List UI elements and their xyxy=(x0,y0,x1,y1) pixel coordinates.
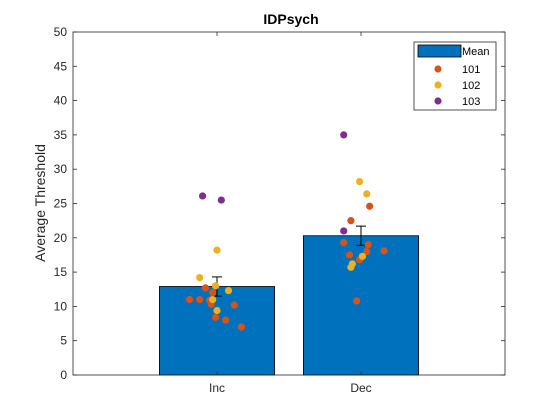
legend-label-101: 101 xyxy=(462,64,480,76)
point-101 xyxy=(230,301,238,309)
point-102 xyxy=(358,252,367,260)
point-101 xyxy=(222,316,230,324)
legend-marker-102 xyxy=(434,81,442,89)
chart-title: IDPsych xyxy=(263,11,318,27)
legend-marker-103 xyxy=(434,97,442,105)
point-101 xyxy=(340,239,348,247)
point-101 xyxy=(209,289,217,297)
series-101 xyxy=(186,202,388,331)
point-101 xyxy=(345,251,354,259)
series-103 xyxy=(199,131,348,235)
legend-label-103: 103 xyxy=(462,96,480,108)
bar-inc xyxy=(158,286,275,376)
y-tick-label: 50 xyxy=(54,25,68,39)
y-tick-label: 40 xyxy=(54,94,68,108)
point-101 xyxy=(201,284,210,292)
point-101 xyxy=(237,323,246,331)
y-axis-label: Average Threshold xyxy=(32,144,48,262)
y-tick-label: 20 xyxy=(54,231,68,245)
legend-marker-101 xyxy=(434,65,442,73)
point-101 xyxy=(347,217,355,225)
point-101 xyxy=(364,241,372,249)
point-101 xyxy=(363,247,371,256)
point-101 xyxy=(380,247,388,255)
point-102 xyxy=(211,282,220,290)
point-102 xyxy=(196,273,204,282)
point-102 xyxy=(363,190,371,198)
y-tick-label: 5 xyxy=(60,334,67,348)
point-102 xyxy=(213,306,221,315)
y-tick-label: 10 xyxy=(54,299,68,313)
point-102 xyxy=(209,295,217,304)
y-tick-label: 25 xyxy=(54,197,68,211)
point-102 xyxy=(348,260,356,268)
point-103 xyxy=(199,192,207,200)
point-103 xyxy=(340,131,348,139)
point-101 xyxy=(211,313,220,321)
point-103 xyxy=(340,227,348,235)
x-tick-label-inc: Inc xyxy=(209,381,225,395)
point-101 xyxy=(186,295,194,304)
y-tick-label: 45 xyxy=(54,59,68,73)
legend: Mean 101 102 103 xyxy=(413,41,497,111)
error-bar-dec xyxy=(356,225,366,246)
point-103 xyxy=(217,196,225,204)
legend-label-102: 102 xyxy=(462,80,480,92)
y-tick-label: 30 xyxy=(54,162,68,176)
x-tick-label-dec: Dec xyxy=(350,381,371,395)
point-101 xyxy=(353,297,361,305)
point-102 xyxy=(224,287,233,295)
y-tick-label: 15 xyxy=(54,265,68,279)
point-101 xyxy=(366,202,374,210)
y-tick-label: 0 xyxy=(60,368,67,382)
legend-label-mean: Mean xyxy=(462,46,490,58)
point-102 xyxy=(355,177,364,186)
point-101 xyxy=(196,295,204,304)
series-102 xyxy=(196,177,371,315)
legend-swatch-mean xyxy=(417,44,462,58)
point-102 xyxy=(213,246,221,254)
y-tick-label: 35 xyxy=(54,128,68,142)
